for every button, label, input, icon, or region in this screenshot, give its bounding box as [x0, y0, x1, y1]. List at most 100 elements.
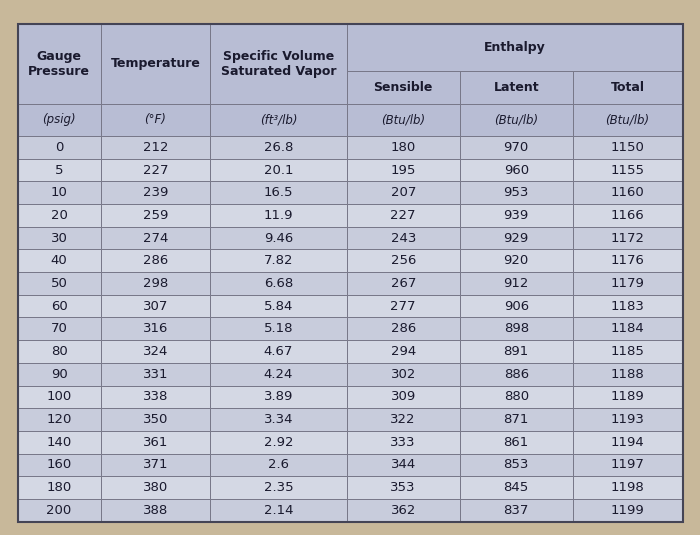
Text: 120: 120: [46, 413, 71, 426]
Text: 243: 243: [391, 232, 416, 244]
Text: Specific Volume
Saturated Vapor: Specific Volume Saturated Vapor: [220, 50, 336, 78]
Bar: [18, 249, 101, 272]
Text: 80: 80: [50, 345, 67, 358]
Text: 353: 353: [391, 481, 416, 494]
Text: 1172: 1172: [610, 232, 645, 244]
Bar: [346, 386, 460, 408]
Bar: [101, 104, 210, 136]
Text: 1183: 1183: [610, 300, 645, 312]
Bar: [210, 476, 346, 499]
Bar: [460, 295, 573, 317]
Bar: [346, 249, 460, 272]
Text: 1176: 1176: [610, 254, 645, 268]
Text: 4.67: 4.67: [264, 345, 293, 358]
Bar: [346, 181, 460, 204]
Bar: [210, 295, 346, 317]
Text: 5.84: 5.84: [264, 300, 293, 312]
Text: 140: 140: [46, 435, 71, 449]
Text: 880: 880: [504, 391, 528, 403]
Bar: [460, 181, 573, 204]
Text: 371: 371: [143, 458, 168, 471]
Bar: [573, 204, 682, 227]
Bar: [101, 476, 210, 499]
Bar: [101, 159, 210, 181]
Bar: [460, 476, 573, 499]
Bar: [210, 431, 346, 454]
Bar: [573, 136, 682, 159]
Text: 227: 227: [391, 209, 416, 222]
Bar: [18, 431, 101, 454]
Bar: [460, 104, 573, 136]
Text: 160: 160: [46, 458, 71, 471]
Text: 1160: 1160: [611, 186, 645, 199]
Text: 3.34: 3.34: [264, 413, 293, 426]
Text: 3.89: 3.89: [264, 391, 293, 403]
Bar: [18, 408, 101, 431]
Bar: [573, 71, 682, 104]
Bar: [346, 431, 460, 454]
Bar: [460, 71, 573, 104]
Text: 294: 294: [391, 345, 416, 358]
Bar: [210, 249, 346, 272]
Bar: [210, 317, 346, 340]
Text: 1189: 1189: [611, 391, 645, 403]
Bar: [101, 340, 210, 363]
Text: 309: 309: [391, 391, 416, 403]
Text: 200: 200: [46, 504, 71, 517]
Bar: [346, 363, 460, 386]
Text: 1184: 1184: [611, 322, 645, 335]
Bar: [210, 386, 346, 408]
Bar: [346, 71, 460, 104]
Bar: [18, 386, 101, 408]
Text: Total: Total: [610, 81, 645, 94]
Text: 195: 195: [391, 164, 416, 177]
Text: (Btu/lb): (Btu/lb): [494, 113, 538, 126]
Text: 324: 324: [143, 345, 168, 358]
Text: 7.82: 7.82: [264, 254, 293, 268]
Bar: [210, 204, 346, 227]
Text: 1193: 1193: [610, 413, 645, 426]
Bar: [346, 408, 460, 431]
Bar: [18, 295, 101, 317]
Text: 1179: 1179: [610, 277, 645, 290]
Text: 1150: 1150: [610, 141, 645, 154]
Bar: [346, 159, 460, 181]
Text: 886: 886: [504, 368, 528, 381]
Text: 344: 344: [391, 458, 416, 471]
Bar: [18, 476, 101, 499]
Text: 20: 20: [50, 209, 67, 222]
Text: (ft³/lb): (ft³/lb): [260, 113, 298, 126]
Text: 1199: 1199: [611, 504, 645, 517]
Bar: [346, 24, 682, 71]
Bar: [210, 104, 346, 136]
Text: 929: 929: [503, 232, 529, 244]
Text: 953: 953: [503, 186, 529, 199]
Text: 259: 259: [143, 209, 168, 222]
Bar: [573, 104, 682, 136]
Text: (Btu/lb): (Btu/lb): [606, 113, 650, 126]
Bar: [101, 272, 210, 295]
Bar: [573, 454, 682, 476]
Bar: [101, 408, 210, 431]
Text: 1197: 1197: [610, 458, 645, 471]
Bar: [346, 476, 460, 499]
Text: 180: 180: [391, 141, 416, 154]
Bar: [460, 227, 573, 249]
Text: 227: 227: [143, 164, 168, 177]
Bar: [460, 136, 573, 159]
Bar: [18, 181, 101, 204]
Text: 333: 333: [391, 435, 416, 449]
Bar: [460, 386, 573, 408]
Bar: [18, 24, 101, 104]
Text: 853: 853: [503, 458, 529, 471]
Text: 70: 70: [50, 322, 67, 335]
Text: 2.14: 2.14: [264, 504, 293, 517]
Text: Enthalpy: Enthalpy: [484, 41, 545, 54]
Text: 380: 380: [143, 481, 168, 494]
Text: 316: 316: [143, 322, 168, 335]
Bar: [460, 499, 573, 522]
Bar: [210, 272, 346, 295]
Text: 11.9: 11.9: [264, 209, 293, 222]
Text: 970: 970: [503, 141, 529, 154]
Bar: [346, 104, 460, 136]
